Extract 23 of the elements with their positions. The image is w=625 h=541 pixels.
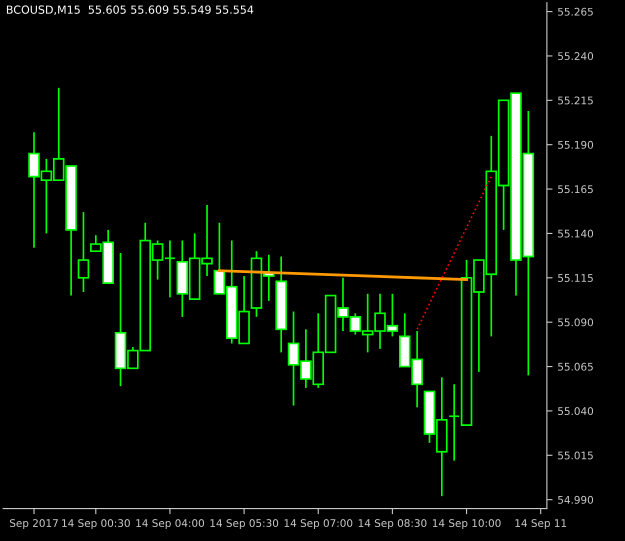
chart-title: BCOUSD,M15 55.605 55.609 55.549 55.554: [6, 5, 254, 15]
x-tick-label: 14 Sep 05:30: [210, 519, 278, 530]
y-tick-label: 55.090: [558, 318, 594, 326]
x-tick-label: 14 Sep 11: [515, 519, 566, 530]
candlestick: [78, 211, 90, 293]
y-tick-label: 55.040: [558, 407, 594, 416]
y-tick-label: 55.165: [558, 185, 593, 194]
x-tick-label: 14 Sep 04:00: [136, 519, 204, 530]
x-tick-label: 14 Sep 10:00: [432, 519, 501, 530]
x-tick-label: Sep 2017: [10, 519, 58, 530]
x-tick-label: 14 Sep 08:30: [358, 519, 426, 530]
x-tick-label: 14 Sep 07:00: [284, 519, 352, 530]
y-tick-label: 54.990: [558, 496, 594, 504]
y-tick-label: 55.015: [558, 452, 593, 460]
y-tick-label: 55.240: [558, 52, 594, 60]
y-tick-label: 55.065: [558, 362, 593, 371]
candlestick: [448, 383, 460, 462]
y-tick-label: 55.140: [558, 230, 594, 238]
y-tick-label: 55.190: [558, 140, 594, 149]
y-tick-label: 55.265: [558, 8, 593, 16]
y-tick-label: 55.215: [558, 96, 593, 104]
x-tick-label: 14 Sep 00:30: [62, 519, 130, 530]
y-tick-label: 55.115: [558, 274, 593, 282]
